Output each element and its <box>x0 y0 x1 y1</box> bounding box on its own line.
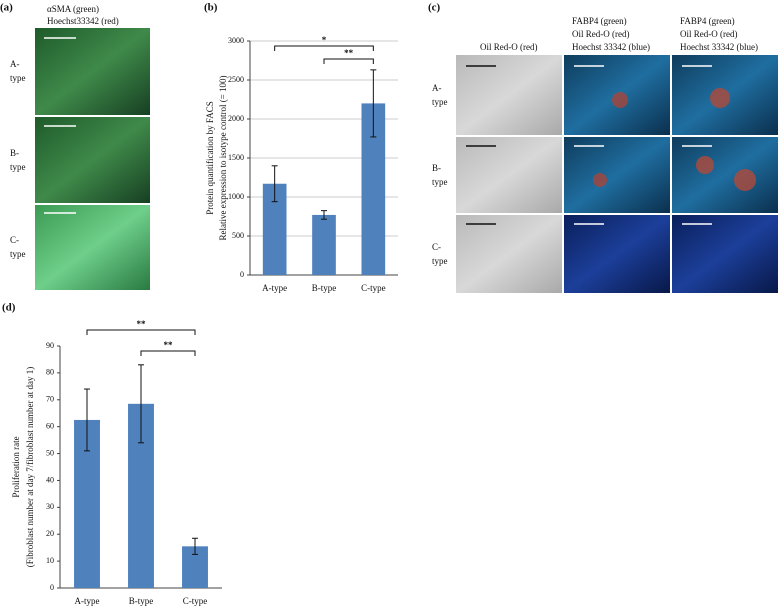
row-label: C- <box>432 242 441 252</box>
y-tick-label: 2500 <box>228 75 244 84</box>
image <box>456 137 562 213</box>
image <box>35 28 150 115</box>
significance-bracket <box>274 45 374 51</box>
row-label: A- <box>10 59 20 69</box>
row-label: type <box>10 73 26 83</box>
image-header: αSMA (green) <box>47 4 99 14</box>
column-header: Oil Red-O (red) <box>572 29 629 39</box>
bar <box>361 103 386 276</box>
significance-label: * <box>322 35 327 45</box>
y-tick-label: 0 <box>50 583 54 592</box>
bar <box>312 214 336 275</box>
micrographs-c <box>456 55 778 293</box>
row-label: B- <box>10 148 19 158</box>
panel-label: (a) <box>0 2 13 14</box>
y-tick-label: 80 <box>46 368 54 377</box>
image <box>35 205 150 290</box>
image <box>35 117 150 203</box>
column-header: Oil Red-O (red) <box>480 42 537 52</box>
panel-label: (d) <box>2 302 16 314</box>
y-axis-label: (Fibroblast number at day 7/fibroblast n… <box>25 367 35 567</box>
y-tick-label: 10 <box>46 556 54 565</box>
y-tick-label: 40 <box>46 475 54 484</box>
column-header: Hoechst 33342 (blue) <box>680 42 758 52</box>
panel-label: (c) <box>428 2 441 14</box>
y-tick-label: 3000 <box>228 36 244 45</box>
significance-bracket <box>140 350 196 356</box>
y-tick-label: 30 <box>46 502 54 511</box>
row-label: B- <box>432 163 441 173</box>
row-label: type <box>10 162 26 172</box>
y-axis-label: Proliferation rate <box>11 436 21 497</box>
significance-bracket <box>86 329 196 335</box>
row-label: C- <box>10 235 19 245</box>
image <box>672 215 778 293</box>
significance-label: ** <box>344 48 354 58</box>
image <box>564 215 670 293</box>
y-axis-label: Protein quantification by FACS <box>205 101 215 215</box>
cell <box>696 156 714 174</box>
cell <box>612 92 628 108</box>
image <box>456 55 562 135</box>
cell <box>593 173 607 187</box>
y-tick-label: 2000 <box>228 114 244 123</box>
y-tick-label: 500 <box>232 231 244 240</box>
image <box>672 137 778 213</box>
significance-bracket <box>323 58 374 64</box>
column-header: Hoechst 33342 (blue) <box>572 42 650 52</box>
x-tick-label: C-type <box>361 283 386 293</box>
x-tick-label: A-type <box>262 283 287 293</box>
row-label: A- <box>432 83 442 93</box>
significance-label: ** <box>137 319 147 329</box>
row-label: type <box>10 249 26 259</box>
y-tick-label: 1500 <box>228 153 244 162</box>
y-tick-label: 70 <box>46 395 54 404</box>
x-tick-label: B-type <box>312 283 337 293</box>
image <box>564 137 670 213</box>
y-tick-label: 1000 <box>228 192 244 201</box>
y-tick-label: 90 <box>46 341 54 350</box>
panel-label: (b) <box>204 2 218 14</box>
micrographs-a <box>35 28 150 290</box>
column-header: Oil Red-O (red) <box>680 29 737 39</box>
x-tick-label: B-type <box>129 596 154 606</box>
image <box>456 215 562 293</box>
y-axis-label: Relative expression to isotype control (… <box>218 75 228 240</box>
y-tick-label: 60 <box>46 421 54 430</box>
cell <box>710 88 730 108</box>
y-tick-label: 50 <box>46 448 54 457</box>
y-tick-label: 0 <box>240 270 244 279</box>
row-label: type <box>432 177 448 187</box>
bar <box>262 183 287 275</box>
row-label: type <box>432 256 448 266</box>
row-label: type <box>432 97 448 107</box>
column-header: FABP4 (green) <box>680 16 735 26</box>
column-header: FABP4 (green) <box>572 16 627 26</box>
image-header: Hoechst33342 (red) <box>47 16 119 26</box>
significance-label: ** <box>164 340 174 350</box>
cell <box>734 169 756 191</box>
y-tick-label: 20 <box>46 529 54 538</box>
x-tick-label: A-type <box>75 596 100 606</box>
x-tick-label: C-type <box>183 596 208 606</box>
